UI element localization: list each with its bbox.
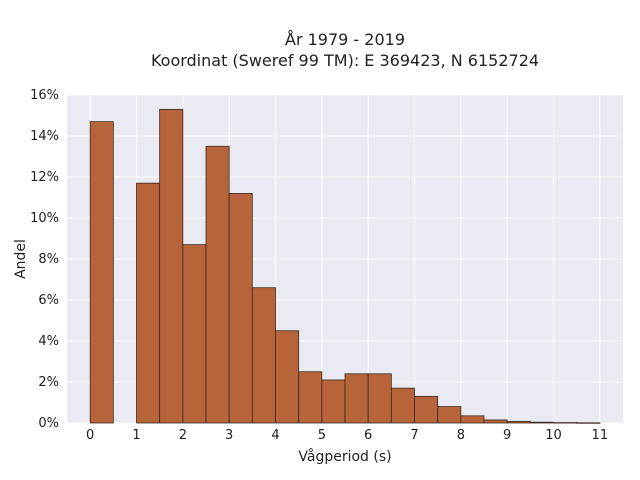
x-tick-label: 7	[410, 428, 418, 443]
y-tick-label: 6%	[38, 293, 59, 308]
x-axis-label: Vågperiod (s)	[298, 448, 391, 465]
histogram-bar	[344, 373, 369, 424]
x-tick-label: 2	[179, 428, 187, 443]
histogram-bar	[89, 121, 114, 424]
x-tick-label: 8	[457, 428, 465, 443]
y-tick-label: 0%	[38, 416, 59, 431]
y-tick-labels: 0% 2% 4% 6% 8% 10% 12% 14% 16%	[30, 88, 59, 431]
chart-title-line-2: Koordinat (Sweref 99 TM): E 369423, N 61…	[151, 51, 539, 70]
y-tick-label: 4%	[38, 334, 59, 349]
histogram-bar	[529, 421, 554, 424]
histogram-bar	[460, 415, 485, 424]
histogram-bar	[553, 422, 578, 424]
histogram-bar	[437, 406, 462, 424]
histogram-bar	[390, 387, 415, 424]
y-tick-label: 14%	[30, 129, 59, 144]
x-tick-label: 9	[503, 428, 511, 443]
y-tick-label: 8%	[38, 252, 59, 267]
chart-title-line-1: År 1979 - 2019	[285, 30, 405, 49]
histogram-bar	[414, 395, 439, 424]
x-tick-label: 1	[132, 428, 140, 443]
histogram-bar	[228, 192, 253, 424]
histogram-bar	[321, 379, 346, 424]
histogram-bar	[251, 287, 276, 424]
y-tick-label: 10%	[30, 211, 59, 226]
y-axis-label: Andel	[13, 239, 29, 279]
histogram-bar	[506, 420, 531, 424]
x-tick-label: 10	[545, 428, 562, 443]
x-tick-label: 3	[225, 428, 233, 443]
x-tick-labels: 0 1 2 3 4 5 6 7 8 9 10 11	[86, 428, 608, 443]
bars	[89, 108, 601, 424]
histogram-bar	[576, 422, 601, 424]
x-tick-label: 11	[592, 428, 609, 443]
y-tick-label: 2%	[38, 375, 59, 390]
x-tick-label: 5	[318, 428, 326, 443]
histogram-bar	[367, 373, 392, 424]
histogram-bar	[136, 182, 161, 424]
histogram-bar	[159, 108, 184, 424]
x-tick-label: 6	[364, 428, 372, 443]
x-tick-label: 0	[86, 428, 94, 443]
histogram-bar	[275, 330, 300, 424]
y-tick-label: 16%	[30, 88, 59, 103]
histogram-bar	[298, 371, 323, 424]
histogram-bar	[205, 145, 230, 424]
y-tick-label: 12%	[30, 170, 59, 185]
histogram-bar	[483, 419, 508, 424]
x-tick-label: 4	[271, 428, 279, 443]
histogram-bar	[182, 244, 207, 424]
